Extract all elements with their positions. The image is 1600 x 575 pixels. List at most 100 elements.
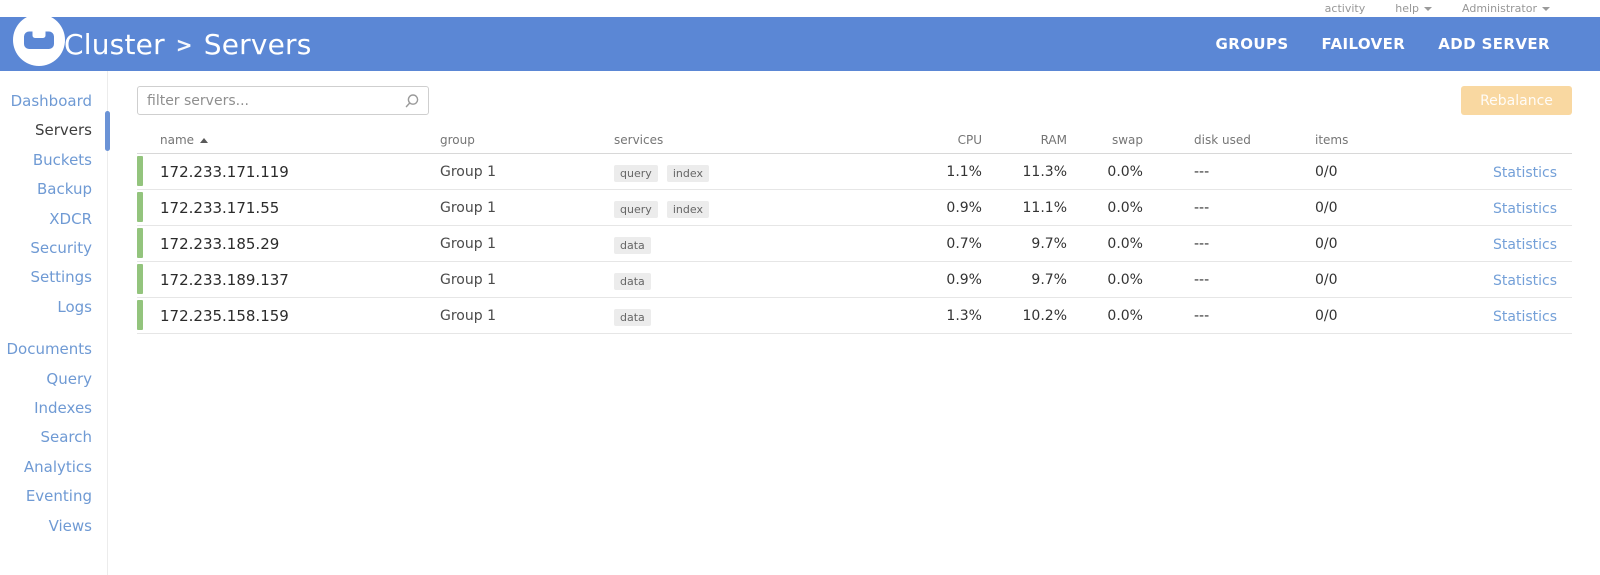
add-server-button[interactable]: ADD SERVER <box>1438 35 1550 53</box>
server-health-bar <box>137 300 143 330</box>
server-disk-used: --- <box>1194 163 1210 180</box>
table-row[interactable]: 172.233.171.55 Group 1 query index 0.9% … <box>137 190 1572 226</box>
column-header-group[interactable]: group <box>440 133 475 147</box>
top-utility-bar: activity help Administrator <box>0 0 1600 17</box>
statistics-link[interactable]: Statistics <box>1493 237 1557 253</box>
sidebar-item-query[interactable]: Query <box>46 369 92 388</box>
failover-button[interactable]: FAILOVER <box>1321 35 1406 53</box>
sidebar-item-buckets[interactable]: Buckets <box>32 150 92 169</box>
header-actions: GROUPS FAILOVER ADD SERVER <box>1216 35 1600 53</box>
column-header-cpu[interactable]: CPU <box>957 133 982 147</box>
server-health-bar <box>137 228 143 258</box>
server-health-bar <box>137 156 143 186</box>
sidebar-group-divider <box>0 322 107 335</box>
sidebar-item-security[interactable]: Security <box>30 239 92 258</box>
column-header-name[interactable]: name <box>137 133 417 147</box>
groups-button[interactable]: GROUPS <box>1215 35 1289 53</box>
couchbase-logo-icon <box>13 14 65 66</box>
server-ram: 11.3% <box>1022 163 1067 180</box>
server-disk-used: --- <box>1194 271 1210 288</box>
activity-link[interactable]: activity <box>1325 2 1366 15</box>
table-row[interactable]: 172.233.171.119 Group 1 query index 1.1%… <box>137 154 1572 190</box>
column-header-swap[interactable]: swap <box>1111 133 1143 147</box>
server-items: 0/0 <box>1315 271 1338 288</box>
server-ram: 10.2% <box>1022 307 1067 324</box>
service-badge: index <box>666 164 709 182</box>
sidebar-item-dashboard[interactable]: Dashboard <box>10 92 92 110</box>
search-icon <box>405 94 419 108</box>
server-items: 0/0 <box>1315 307 1338 324</box>
servers-main-panel: Rebalance name group services CPU RAM sw… <box>108 71 1600 575</box>
sidebar-item-views[interactable]: Views <box>48 516 92 535</box>
table-row[interactable]: 172.233.189.137 Group 1 data 0.9% 9.7% 0… <box>137 262 1572 298</box>
sort-ascending-icon <box>200 137 209 143</box>
chevron-down-icon <box>1424 6 1432 11</box>
server-swap: 0.0% <box>1107 163 1143 180</box>
sidebar-item-backup[interactable]: Backup <box>37 180 92 199</box>
server-items: 0/0 <box>1315 235 1338 252</box>
server-cpu: 0.9% <box>946 271 982 288</box>
help-menu[interactable]: help <box>1395 2 1432 15</box>
column-header-ram[interactable]: RAM <box>1040 133 1067 147</box>
sidebar-item-analytics[interactable]: Analytics <box>23 457 92 476</box>
servers-toolbar: Rebalance <box>137 86 1572 115</box>
server-name: 172.233.171.119 <box>160 162 289 181</box>
filter-field <box>137 86 429 115</box>
sidebar-item-search[interactable]: Search <box>40 428 92 447</box>
server-swap: 0.0% <box>1107 271 1143 288</box>
activity-link-label: activity <box>1324 2 1366 15</box>
server-group: Group 1 <box>440 163 496 180</box>
server-disk-used: --- <box>1194 199 1210 216</box>
table-row[interactable]: 172.233.185.29 Group 1 data 0.7% 9.7% 0.… <box>137 226 1572 262</box>
sidebar-item-indexes[interactable]: Indexes <box>34 399 92 418</box>
statistics-link[interactable]: Statistics <box>1493 273 1557 289</box>
server-name: 172.233.171.55 <box>160 198 280 217</box>
sidebar-nav: Dashboard Servers Buckets Backup XDCR Se… <box>0 71 110 575</box>
breadcrumb-separator-icon: > <box>175 33 193 57</box>
sidebar-item-xdcr[interactable]: XDCR <box>49 209 92 228</box>
server-group: Group 1 <box>440 199 496 216</box>
server-disk-used: --- <box>1194 307 1210 324</box>
service-badge: query <box>614 164 658 182</box>
server-health-bar <box>137 264 143 294</box>
server-group: Group 1 <box>440 235 496 252</box>
server-health-bar <box>137 192 143 222</box>
sidebar-item-label: Servers <box>34 121 92 140</box>
sidebar-item-documents[interactable]: Documents <box>6 340 92 359</box>
service-badge: data <box>614 236 651 254</box>
service-badge: query <box>614 200 658 218</box>
column-header-items[interactable]: items <box>1315 133 1349 147</box>
table-row[interactable]: 172.235.158.159 Group 1 data 1.3% 10.2% … <box>137 298 1572 334</box>
server-cpu: 0.9% <box>946 199 982 216</box>
servers-table: name group services CPU RAM swap disk us… <box>137 127 1572 334</box>
active-nav-indicator <box>105 111 110 152</box>
statistics-link[interactable]: Statistics <box>1493 201 1557 217</box>
statistics-link[interactable]: Statistics <box>1493 165 1557 181</box>
sidebar-item-logs[interactable]: Logs <box>57 297 92 316</box>
server-name: 172.233.189.137 <box>160 270 289 289</box>
sidebar-item-settings[interactable]: Settings <box>30 268 92 287</box>
column-header-services[interactable]: services <box>614 133 664 147</box>
column-header-disk-used[interactable]: disk used <box>1194 133 1251 147</box>
service-badge: data <box>614 272 651 290</box>
server-items: 0/0 <box>1315 163 1338 180</box>
content-area: Dashboard Servers Buckets Backup XDCR Se… <box>0 71 1600 575</box>
statistics-link[interactable]: Statistics <box>1493 309 1557 325</box>
server-group: Group 1 <box>440 307 496 324</box>
page-title: Servers <box>203 27 312 61</box>
server-swap: 0.0% <box>1107 235 1143 252</box>
rebalance-button[interactable]: Rebalance <box>1461 86 1572 115</box>
admin-menu-label: Administrator <box>1462 2 1537 15</box>
admin-menu[interactable]: Administrator <box>1462 2 1550 15</box>
server-items: 0/0 <box>1315 199 1338 216</box>
filter-servers-input[interactable] <box>137 86 429 115</box>
sidebar-item-eventing[interactable]: Eventing <box>25 487 92 506</box>
server-cpu: 1.3% <box>946 307 982 324</box>
server-services: data <box>591 270 824 290</box>
server-name: 172.233.185.29 <box>160 234 280 253</box>
sidebar-item-servers[interactable]: Servers <box>0 111 110 152</box>
server-ram: 9.7% <box>1031 235 1067 252</box>
service-badge: data <box>614 308 651 326</box>
service-badge: index <box>666 200 709 218</box>
server-ram: 11.1% <box>1022 199 1067 216</box>
